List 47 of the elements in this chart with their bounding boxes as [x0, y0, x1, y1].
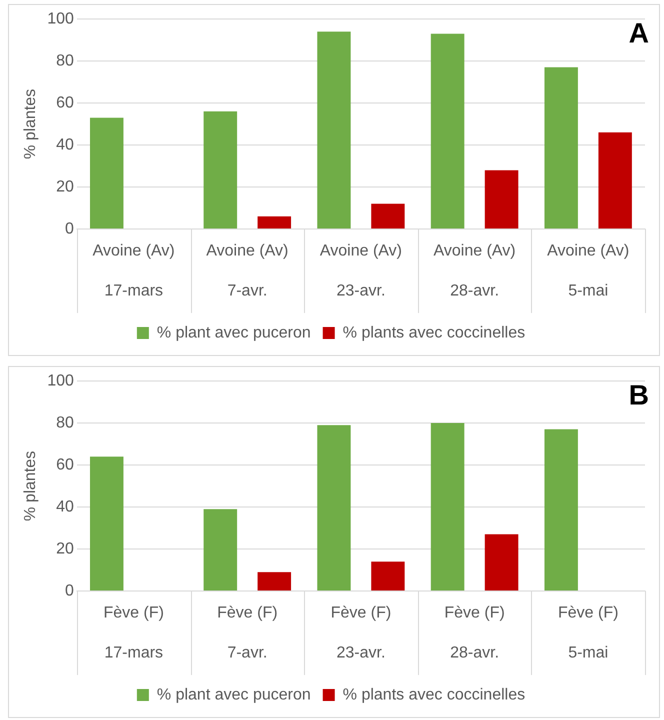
category-label: Avoine (Av) 7-avr.: [206, 242, 288, 300]
legend-label: % plants avec coccinelles: [342, 324, 526, 342]
bar: [90, 456, 124, 590]
category-label: Fève (F) 17-mars: [103, 604, 164, 662]
legend-label: % plant avec puceron: [156, 686, 311, 704]
bar: [430, 423, 464, 590]
y-axis-title: % plantes: [22, 450, 40, 522]
y-tick-label: 0: [64, 220, 74, 238]
bar: [371, 204, 405, 228]
bar: [544, 429, 578, 590]
y-tick-label: 20: [56, 540, 74, 558]
bar: [598, 132, 632, 228]
y-tick-label: 20: [56, 178, 74, 196]
category-label: Fève (F) 5-mai: [558, 604, 618, 662]
y-tick-label: 40: [56, 136, 74, 154]
legend-label: % plant avec puceron: [156, 324, 311, 342]
y-tick-label: 80: [56, 52, 74, 70]
category-label: Fève (F) 23-avr.: [330, 604, 392, 662]
bar: [317, 425, 351, 590]
y-tick-label: 0: [64, 582, 74, 600]
y-tick-label: 60: [56, 456, 74, 474]
category-label: Avoine (Av) 5-mai: [547, 242, 630, 300]
y-tick-label: 100: [47, 372, 74, 390]
category-label: Avoine (Av) 28-avr.: [434, 242, 516, 300]
bar: [317, 32, 351, 228]
bar: [484, 534, 518, 590]
y-tick-label: 60: [56, 94, 74, 112]
legend-label: % plants avec coccinelles: [342, 686, 526, 704]
bar: [204, 509, 238, 590]
bar: [90, 118, 124, 228]
chart-title: A: [628, 18, 649, 49]
bar: [484, 170, 518, 228]
category-label: Fève (F) 7-avr.: [217, 604, 278, 662]
bar: [430, 34, 464, 228]
y-tick-label: 80: [56, 414, 74, 432]
chart-title: B: [628, 380, 649, 411]
y-tick-label: 40: [56, 498, 74, 516]
bar: [204, 111, 238, 228]
y-tick-label: 100: [47, 10, 74, 28]
category-label: Fève (F) 28-avr.: [444, 604, 505, 662]
category-label: Avoine (Av) 17-mars: [92, 242, 175, 300]
bar: [258, 216, 292, 228]
bar: [544, 67, 578, 228]
y-axis-title: % plantes: [22, 88, 40, 160]
category-label: Avoine (Av) 23-avr.: [320, 242, 402, 300]
bar: [371, 562, 405, 590]
bar: [258, 572, 292, 590]
